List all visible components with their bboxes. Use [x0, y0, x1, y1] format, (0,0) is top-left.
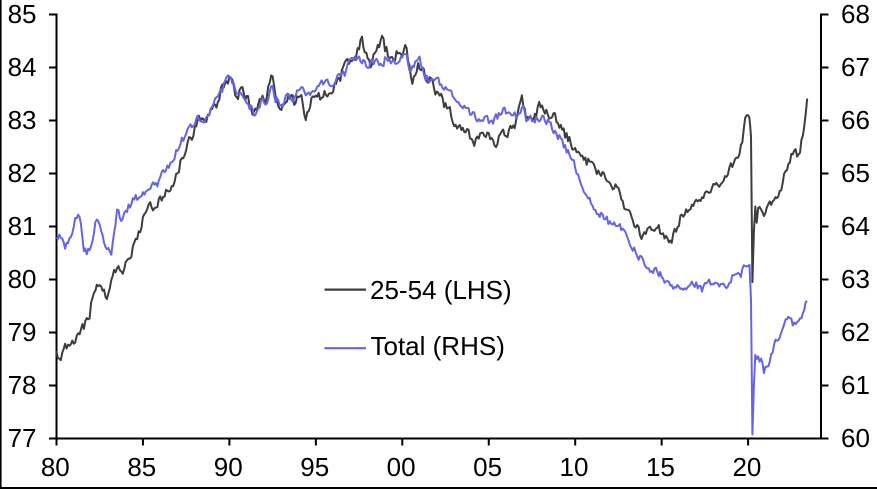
svg-text:82: 82: [8, 158, 37, 188]
svg-text:84: 84: [8, 52, 37, 82]
svg-text:60: 60: [841, 423, 870, 453]
svg-text:25-54 (LHS): 25-54 (LHS): [370, 275, 512, 305]
svg-text:63: 63: [841, 264, 870, 294]
svg-text:68: 68: [841, 0, 870, 29]
svg-text:90: 90: [214, 452, 243, 482]
svg-text:80: 80: [41, 452, 70, 482]
svg-text:20: 20: [732, 452, 761, 482]
svg-text:66: 66: [841, 105, 870, 135]
svg-text:81: 81: [8, 211, 37, 241]
svg-text:67: 67: [841, 52, 870, 82]
svg-text:Total (RHS): Total (RHS): [371, 331, 505, 361]
svg-text:77: 77: [8, 423, 37, 453]
svg-text:15: 15: [646, 452, 675, 482]
svg-text:79: 79: [8, 317, 37, 347]
svg-text:83: 83: [8, 105, 37, 135]
svg-text:65: 65: [841, 158, 870, 188]
svg-text:95: 95: [300, 452, 329, 482]
svg-text:64: 64: [841, 211, 870, 241]
svg-text:85: 85: [8, 0, 37, 29]
svg-text:85: 85: [127, 452, 156, 482]
svg-text:80: 80: [8, 264, 37, 294]
svg-text:61: 61: [841, 370, 870, 400]
svg-text:62: 62: [841, 317, 870, 347]
svg-text:78: 78: [8, 370, 37, 400]
svg-text:10: 10: [560, 452, 589, 482]
svg-text:00: 00: [387, 452, 416, 482]
svg-text:05: 05: [473, 452, 502, 482]
